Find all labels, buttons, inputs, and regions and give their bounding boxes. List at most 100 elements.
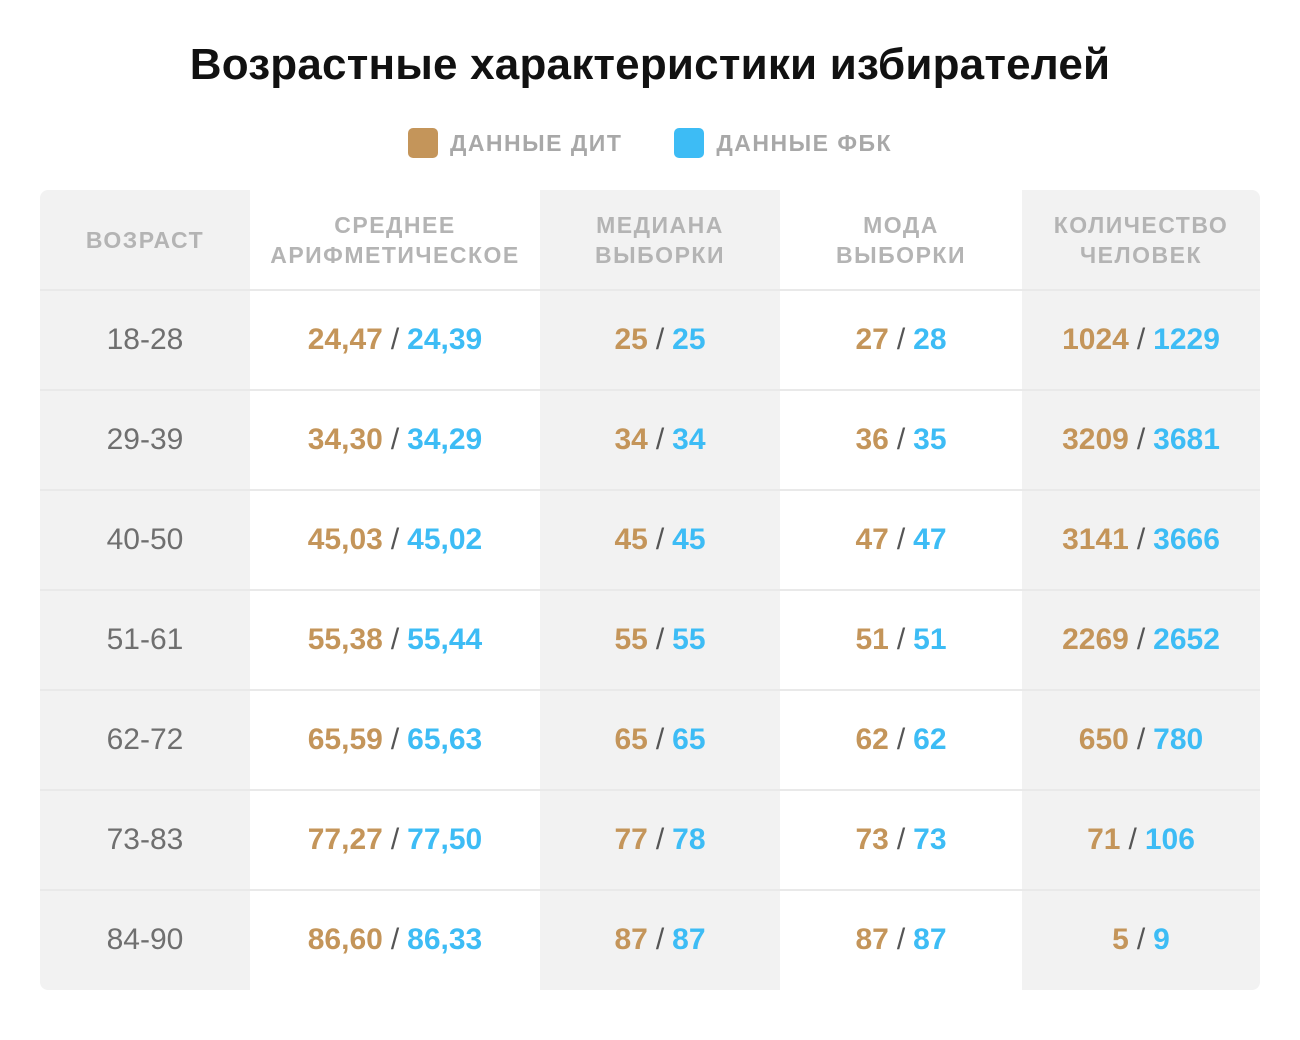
fbk-value: 3681: [1153, 423, 1220, 456]
age-range-cell: 51-61: [106, 623, 184, 656]
value-pair-cell: 65/65: [540, 690, 780, 790]
row-divider: [40, 689, 1260, 691]
legend-label-dit: ДАННЫЕ ДИТ: [449, 129, 623, 156]
fbk-value: 45: [672, 523, 706, 556]
value-separator: /: [896, 423, 906, 456]
value-pair-cell: 1024/1229: [1022, 290, 1260, 390]
fbk-value: 65,63: [407, 723, 483, 756]
value-separator: /: [1128, 823, 1137, 856]
value-pair-cell: 45,03/45,02: [250, 490, 540, 590]
column-header-line: КОЛИЧЕСТВО: [1053, 212, 1229, 238]
age-range-cell: 73-83: [106, 823, 184, 856]
fbk-value: 55,44: [407, 623, 483, 656]
value-pair-cell: 86,60/86,33: [250, 890, 540, 990]
column-header-line: ЧЕЛОВЕК: [1079, 242, 1202, 268]
column-header: КОЛИЧЕСТВО ЧЕЛОВЕК: [1022, 190, 1260, 290]
legend-item-dit: ДАННЫЕ ДИТ: [407, 128, 623, 158]
value-pair-cell: 87/87: [780, 890, 1022, 990]
dit-value: 73: [855, 823, 889, 856]
dit-value: 34,30: [307, 423, 383, 456]
value-pair-cell: 77/78: [540, 790, 780, 890]
dit-value: 65,59: [307, 723, 383, 756]
value-separator: /: [655, 623, 665, 656]
column-header-line: МЕДИАНА: [596, 212, 724, 238]
dit-value: 2269: [1062, 623, 1129, 656]
row-divider: [40, 489, 1260, 491]
fbk-value: 65: [672, 723, 706, 756]
value-pair-cell: 34,30/34,29: [250, 390, 540, 490]
value-pair-cell: 2269/2652: [1022, 590, 1260, 690]
value-separator: /: [1136, 623, 1146, 656]
fbk-value: 87: [672, 923, 706, 956]
value-pair-cell: 65,59/65,63: [250, 690, 540, 790]
value-pair-cell: 55/55: [540, 590, 780, 690]
value-pair-cell: 3209/3681: [1022, 390, 1260, 490]
value-separator: /: [1136, 923, 1146, 956]
dit-value: 650: [1078, 723, 1129, 756]
dit-value: 51: [855, 623, 889, 656]
fbk-value: 780: [1153, 723, 1204, 756]
fbk-value: 9: [1153, 923, 1170, 956]
legend-item-fbk: ДАННЫЕ ФБК: [674, 128, 892, 158]
dit-value: 87: [614, 923, 648, 956]
fbk-value: 2652: [1153, 623, 1220, 656]
fbk-value: 34: [672, 423, 706, 456]
dit-value: 25: [614, 323, 648, 356]
fbk-value: 24,39: [407, 323, 483, 356]
dit-value: 45: [614, 523, 648, 556]
row-divider: [40, 289, 1260, 291]
value-pair-cell: 71/106: [1022, 790, 1260, 890]
fbk-value: 77,50: [407, 823, 483, 856]
column-header: МЕДИАНА ВЫБОРКИ: [540, 190, 780, 290]
age-range-cell: 18-28: [106, 323, 184, 356]
value-separator: /: [896, 623, 906, 656]
value-separator: /: [655, 423, 665, 456]
dit-value: 55,38: [307, 623, 383, 656]
value-separator: /: [1136, 423, 1146, 456]
fbk-value: 87: [913, 923, 947, 956]
fbk-value: 25: [672, 323, 706, 356]
age-range-cell: 62-72: [106, 723, 184, 756]
value-separator: /: [1136, 723, 1146, 756]
dit-value: 5: [1112, 923, 1129, 956]
value-pair-cell: 45/45: [540, 490, 780, 590]
fbk-value: 86,33: [407, 923, 483, 956]
value-pair-cell: 55,38/55,44: [250, 590, 540, 690]
column-header: ВОЗРАСТ: [40, 190, 250, 290]
value-separator: /: [655, 523, 665, 556]
data-table: ВОЗРАСТ СРЕДНЕЕ АРИФМЕТИЧЕСКОЕ МЕДИАНА ВЫБОР…: [40, 190, 1260, 990]
fbk-value: 62: [913, 723, 947, 756]
value-separator: /: [655, 723, 665, 756]
value-pair-cell: 73/73: [780, 790, 1022, 890]
value-separator: /: [390, 423, 400, 456]
dit-value: 36: [855, 423, 889, 456]
value-pair-cell: 24,47/24,39: [250, 290, 540, 390]
value-separator: /: [655, 323, 665, 356]
value-separator: /: [896, 923, 906, 956]
column-header: СРЕДНЕЕ АРИФМЕТИЧЕСКОЕ: [250, 190, 540, 290]
value-separator: /: [390, 823, 400, 856]
dit-value: 87: [855, 923, 889, 956]
dit-value: 65: [614, 723, 648, 756]
column-header-line: АРИФМЕТИЧЕСКОЕ: [270, 242, 520, 268]
fbk-value: 47: [913, 523, 947, 556]
dit-value: 1024: [1062, 323, 1129, 356]
value-separator: /: [896, 323, 906, 356]
value-separator: /: [655, 923, 665, 956]
value-separator: /: [896, 723, 906, 756]
dit-value: 47: [855, 523, 889, 556]
dit-value: 77,27: [307, 823, 383, 856]
fbk-value: 3666: [1153, 523, 1220, 556]
value-separator: /: [1136, 523, 1146, 556]
dit-value: 45,03: [307, 523, 383, 556]
age-range-cell: 84-90: [106, 923, 184, 956]
fbk-value: 28: [913, 323, 947, 356]
fbk-value: 51: [913, 623, 947, 656]
legend-swatch-fbk: [674, 128, 705, 158]
value-separator: /: [390, 623, 400, 656]
fbk-value: 35: [913, 423, 947, 456]
column-header-line: ВОЗРАСТ: [85, 227, 205, 253]
age-range-cell: 29-39: [106, 423, 184, 456]
value-pair-cell: 51/51: [780, 590, 1022, 690]
fbk-value: 45,02: [407, 523, 483, 556]
